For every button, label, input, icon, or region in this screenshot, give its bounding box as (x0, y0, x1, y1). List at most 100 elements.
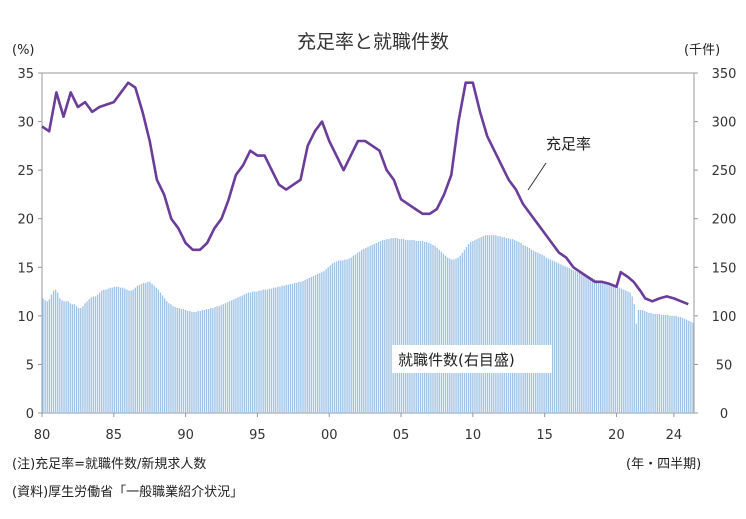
bar-jobs (103, 289, 105, 413)
bar-jobs (658, 313, 661, 413)
bar-jobs (470, 242, 472, 413)
bar-jobs (547, 258, 549, 413)
x-tick-label: 10 (465, 428, 482, 443)
bar-jobs (361, 249, 363, 413)
x-axis-ticks: 80 85 90 95 00 05 10 15 20 24 (34, 413, 682, 443)
x-tick-label: 24 (666, 428, 683, 443)
x-tick-label: 80 (34, 428, 51, 443)
bar-jobs (306, 278, 308, 413)
bar-jobs (63, 301, 65, 413)
bar-jobs (662, 314, 665, 413)
footnote-source: (資料)厚生労働省「一般職業紹介状況」 (12, 484, 243, 500)
bar-jobs (446, 257, 449, 413)
bar-jobs (476, 239, 478, 413)
bar-jobs (193, 311, 195, 413)
bar-jobs (671, 315, 673, 413)
bar-jobs (390, 238, 392, 413)
bar-jobs (195, 311, 197, 413)
bar-jobs (153, 285, 155, 413)
x-tick-label: 00 (321, 428, 338, 443)
bar-jobs (602, 282, 604, 413)
bar-jobs (409, 240, 411, 413)
bar-jobs (321, 272, 323, 413)
bar-jobs (593, 278, 596, 413)
bar-jobs (600, 281, 602, 413)
x-tick-label: 05 (393, 428, 410, 443)
bar-jobs (516, 241, 518, 413)
bar-jobs (222, 304, 225, 413)
bar-jobs (482, 236, 484, 413)
bar-jobs (497, 236, 499, 413)
bar-jobs (356, 252, 359, 413)
bar-jobs (52, 290, 55, 413)
bar-jobs (407, 240, 409, 413)
bar-jobs (233, 299, 235, 413)
bar-jobs (78, 308, 80, 413)
bar-jobs (201, 310, 204, 413)
bar-jobs (392, 238, 394, 413)
bar-jobs (509, 239, 512, 413)
bar-jobs (117, 286, 120, 413)
bar-jobs (566, 267, 568, 413)
bar-jobs (511, 239, 514, 413)
bar-jobs (220, 305, 222, 413)
bar-jobs (382, 240, 384, 413)
bar-jobs (88, 299, 90, 413)
bar-jobs (287, 284, 289, 413)
bar-jobs (467, 243, 470, 413)
bar-jobs (50, 294, 53, 413)
bar-jobs (537, 252, 539, 413)
bar-jobs (637, 310, 640, 413)
bar-jobs (161, 295, 164, 413)
left-tick-label: 25 (17, 164, 34, 179)
bar-jobs (581, 273, 583, 413)
bar-jobs (480, 237, 482, 413)
bar-jobs (249, 292, 252, 413)
bar-jobs (576, 272, 579, 413)
bar-jobs (457, 257, 459, 413)
bar-jobs (365, 247, 367, 413)
bar-jobs (184, 310, 187, 413)
bar-jobs (111, 287, 113, 413)
bar-jobs (405, 240, 407, 413)
bar-jobs (633, 304, 635, 413)
bar-jobs (105, 289, 107, 413)
bar-jobs (367, 246, 369, 413)
bar-jobs (667, 314, 669, 413)
bar-jobs (214, 307, 216, 413)
bar-jobs (134, 287, 136, 413)
bar-jobs (673, 315, 675, 413)
x-tick-label: 85 (106, 428, 123, 443)
bar-jobs (335, 261, 338, 413)
bar-jobs (327, 267, 329, 413)
right-tick-label: 250 (712, 164, 737, 179)
bar-jobs (629, 292, 631, 413)
bar-jobs (119, 287, 122, 413)
bar-jobs (449, 258, 451, 413)
bar-jobs (61, 300, 63, 413)
bar-jobs (136, 285, 139, 413)
bar-jobs (149, 281, 151, 413)
chart-title: 充足率と就職件数 (297, 31, 449, 53)
bar-jobs (90, 297, 92, 413)
bar-jobs (587, 276, 589, 413)
bar-jobs (438, 249, 440, 413)
bar-jobs (212, 308, 214, 413)
bar-jobs (264, 289, 266, 413)
bar-jobs (423, 242, 426, 413)
bar-jobs (654, 313, 656, 413)
bar-jobs (293, 282, 296, 413)
bar-jobs (499, 236, 501, 413)
bar-jobs (354, 254, 357, 413)
bar-jobs (115, 286, 118, 413)
bar-jobs (426, 242, 428, 413)
left-tick-label: 30 (17, 116, 34, 131)
bar-jobs (442, 253, 445, 413)
bar-jobs (331, 263, 334, 413)
bar-jobs (595, 279, 598, 413)
bar-jobs (277, 286, 279, 413)
x-tick-label: 95 (249, 428, 266, 443)
bar-jobs (241, 295, 243, 413)
bar-jobs (82, 306, 84, 413)
